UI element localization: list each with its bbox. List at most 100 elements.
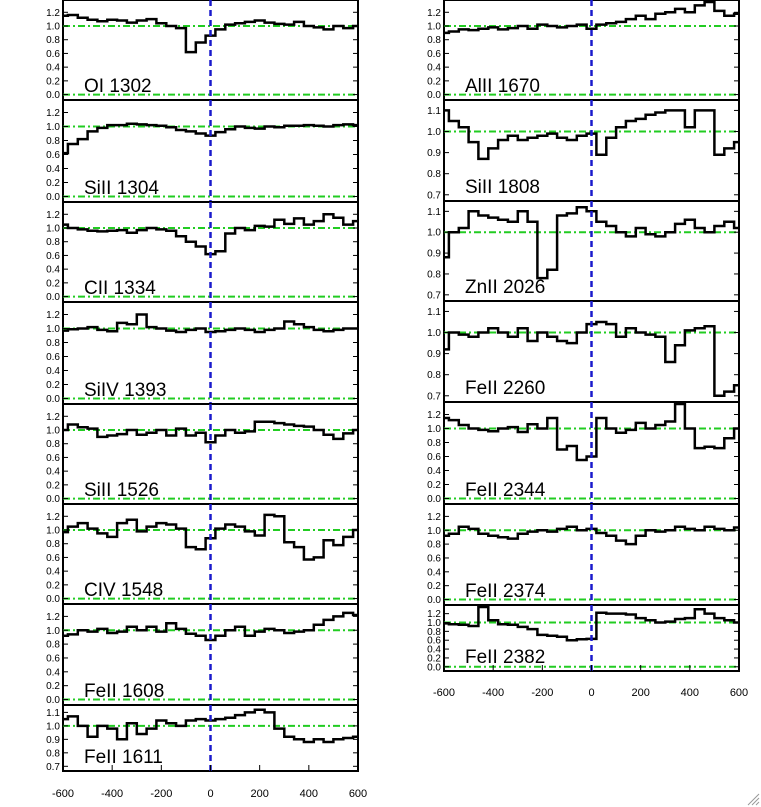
spectrum-line [444, 0, 739, 35]
y-tick-label: 0.6 [46, 553, 60, 564]
y-tick-label: 1.0 [46, 324, 60, 335]
y-tick-label: 0.2 [427, 653, 441, 664]
panel-left-5: 0.0 0.2 0.4 0.6 0.8 1.0 1.2 CIV 1548 [46, 503, 359, 605]
column-left: 0.0 0.2 0.4 0.6 0.8 1.0 1.2 OI 1302 0.0 0.2 0.4 0.6… [46, 0, 367, 800]
panel-label: CIV 1548 [84, 580, 163, 601]
y-tick-label: 0.2 [46, 580, 60, 591]
panel-label: SiII 1304 [84, 178, 159, 199]
y-tick-label: 0.4 [427, 466, 441, 477]
panel-right-5: 0.0 0.2 0.4 0.6 0.8 1.0 1.2 FeII 2374 [427, 503, 740, 606]
y-tick-label: 0.6 [46, 653, 60, 664]
y-tick-label: 0.4 [46, 366, 60, 377]
panel-right-4: 0.0 0.2 0.4 0.6 0.8 1.0 1.2 FeII 2344 [427, 401, 740, 505]
x-tick-label: 0 [588, 687, 594, 699]
y-tick-label: 1.1 [427, 106, 441, 117]
y-tick-label: 0.0 [46, 394, 60, 405]
y-tick-label: 1.0 [427, 22, 441, 33]
x-tick-label: 400 [300, 788, 318, 800]
y-tick-label: 0.0 [427, 662, 441, 673]
x-tick-label: -600 [433, 687, 455, 699]
y-tick-label: 1.1 [46, 708, 60, 719]
y-tick-label: 0.7 [427, 190, 441, 201]
y-tick-label: 0.8 [427, 370, 441, 381]
y-tick-label: 0.4 [46, 63, 60, 74]
y-tick-label: 0.8 [46, 136, 60, 147]
y-tick-label: 0.0 [46, 90, 60, 101]
y-tick-label: 0.8 [427, 35, 441, 46]
y-tick-label: 0.2 [46, 480, 60, 491]
panel-right-1: 0.7 0.8 0.9 1.0 1.1 SiII 1808 [427, 99, 740, 202]
panel-label: FeII 2344 [465, 480, 546, 501]
y-tick-label: 1.0 [46, 426, 60, 437]
panel-right-2: 0.7 0.8 0.9 1.0 1.1 ZnII 2026 [427, 200, 740, 302]
y-tick-label: 0.2 [427, 480, 441, 491]
y-tick-label: 0.0 [46, 594, 60, 605]
y-tick-label: 1.2 [46, 8, 60, 19]
spectrum-line [63, 122, 358, 155]
y-tick-label: 1.0 [46, 721, 60, 732]
y-tick-label: 0.6 [427, 49, 441, 60]
y-tick-label: 0.0 [46, 494, 60, 505]
y-tick-label: 0.6 [46, 150, 60, 161]
y-tick-label: 0.0 [46, 695, 60, 706]
y-tick-label: 0.4 [46, 467, 60, 478]
x-tick-label: -400 [101, 788, 123, 800]
y-tick-label: 0.0 [427, 90, 441, 101]
y-tick-label: 0.2 [46, 178, 60, 189]
panel-label: OI 1302 [84, 76, 152, 97]
panel-right-6: 0.00.20.40.60.81.01.2 FeII 2382 [427, 604, 740, 673]
y-tick-label: 0.8 [46, 439, 60, 450]
y-tick-label: 0.2 [46, 380, 60, 391]
y-tick-label: 1.0 [427, 618, 441, 629]
y-tick-label: 0.4 [427, 645, 441, 656]
y-tick-label: 1.0 [46, 526, 60, 537]
panel-right-3: 0.7 0.8 0.9 1.0 1.1 FeII 2260 [427, 300, 740, 403]
y-tick-label: 1.0 [427, 424, 441, 435]
y-tick-label: 1.0 [46, 122, 60, 133]
x-tick-label: 400 [681, 687, 699, 699]
y-tick-label: 1.2 [427, 512, 441, 523]
spectrum-line [444, 109, 739, 161]
y-tick-label: 0.7 [46, 762, 60, 773]
panel-label: ZnII 2026 [465, 277, 545, 298]
y-tick-label: 1.0 [46, 626, 60, 637]
y-tick-label: 0.0 [427, 595, 441, 606]
y-tick-label: 0.8 [46, 640, 60, 651]
panel-left-1: 0.0 0.2 0.4 0.6 0.8 1.0 1.2 SiII 1304 [46, 99, 359, 203]
y-tick-label: 0.8 [427, 627, 441, 638]
x-tick-label: -200 [150, 788, 172, 800]
panel-label: CII 1334 [84, 278, 156, 299]
y-tick-label: 0.8 [427, 438, 441, 449]
y-tick-label: 0.0 [427, 494, 441, 505]
panel-left-4: 0.0 0.2 0.4 0.6 0.8 1.0 1.2 SiII 1526 [46, 403, 359, 505]
y-tick-label: 0.9 [46, 735, 60, 746]
y-tick-label: 1.2 [46, 512, 60, 523]
panel-label: FeII 1608 [84, 681, 164, 702]
panel-label: FeII 1611 [84, 747, 163, 768]
y-tick-label: 0.4 [427, 567, 441, 578]
y-tick-label: 1.1 [427, 307, 441, 318]
y-tick-label: 1.0 [46, 224, 60, 235]
y-tick-label: 1.0 [46, 22, 60, 33]
y-tick-label: 1.0 [427, 328, 441, 339]
y-tick-label: 1.2 [427, 609, 441, 620]
y-tick-label: 0.2 [46, 681, 60, 692]
y-tick-label: 0.4 [46, 667, 60, 678]
y-tick-label: 0.6 [427, 636, 441, 647]
panel-right-0: 0.0 0.2 0.4 0.6 0.8 1.0 1.2 AlII 1670 [427, 0, 740, 101]
y-tick-label: 1.2 [46, 612, 60, 623]
panel-left-7: 0.7 0.8 0.9 1.0 1.1 FeII 1611 [46, 704, 359, 773]
y-tick-label: 0.8 [46, 338, 60, 349]
y-tick-label: 0.0 [46, 192, 60, 203]
y-tick-label: 0.7 [427, 290, 441, 301]
panel-left-2: 0.0 0.2 0.4 0.6 0.8 1.0 1.2 CII 1334 [46, 201, 359, 303]
x-tick-label: -400 [482, 687, 504, 699]
y-tick-label: 0.6 [46, 49, 60, 60]
panel-label: FeII 2374 [465, 581, 546, 602]
y-tick-label: 0.2 [46, 278, 60, 289]
y-tick-label: 0.2 [427, 581, 441, 592]
spectrum-line [63, 420, 358, 444]
panel-label: SiII 1808 [465, 177, 540, 198]
